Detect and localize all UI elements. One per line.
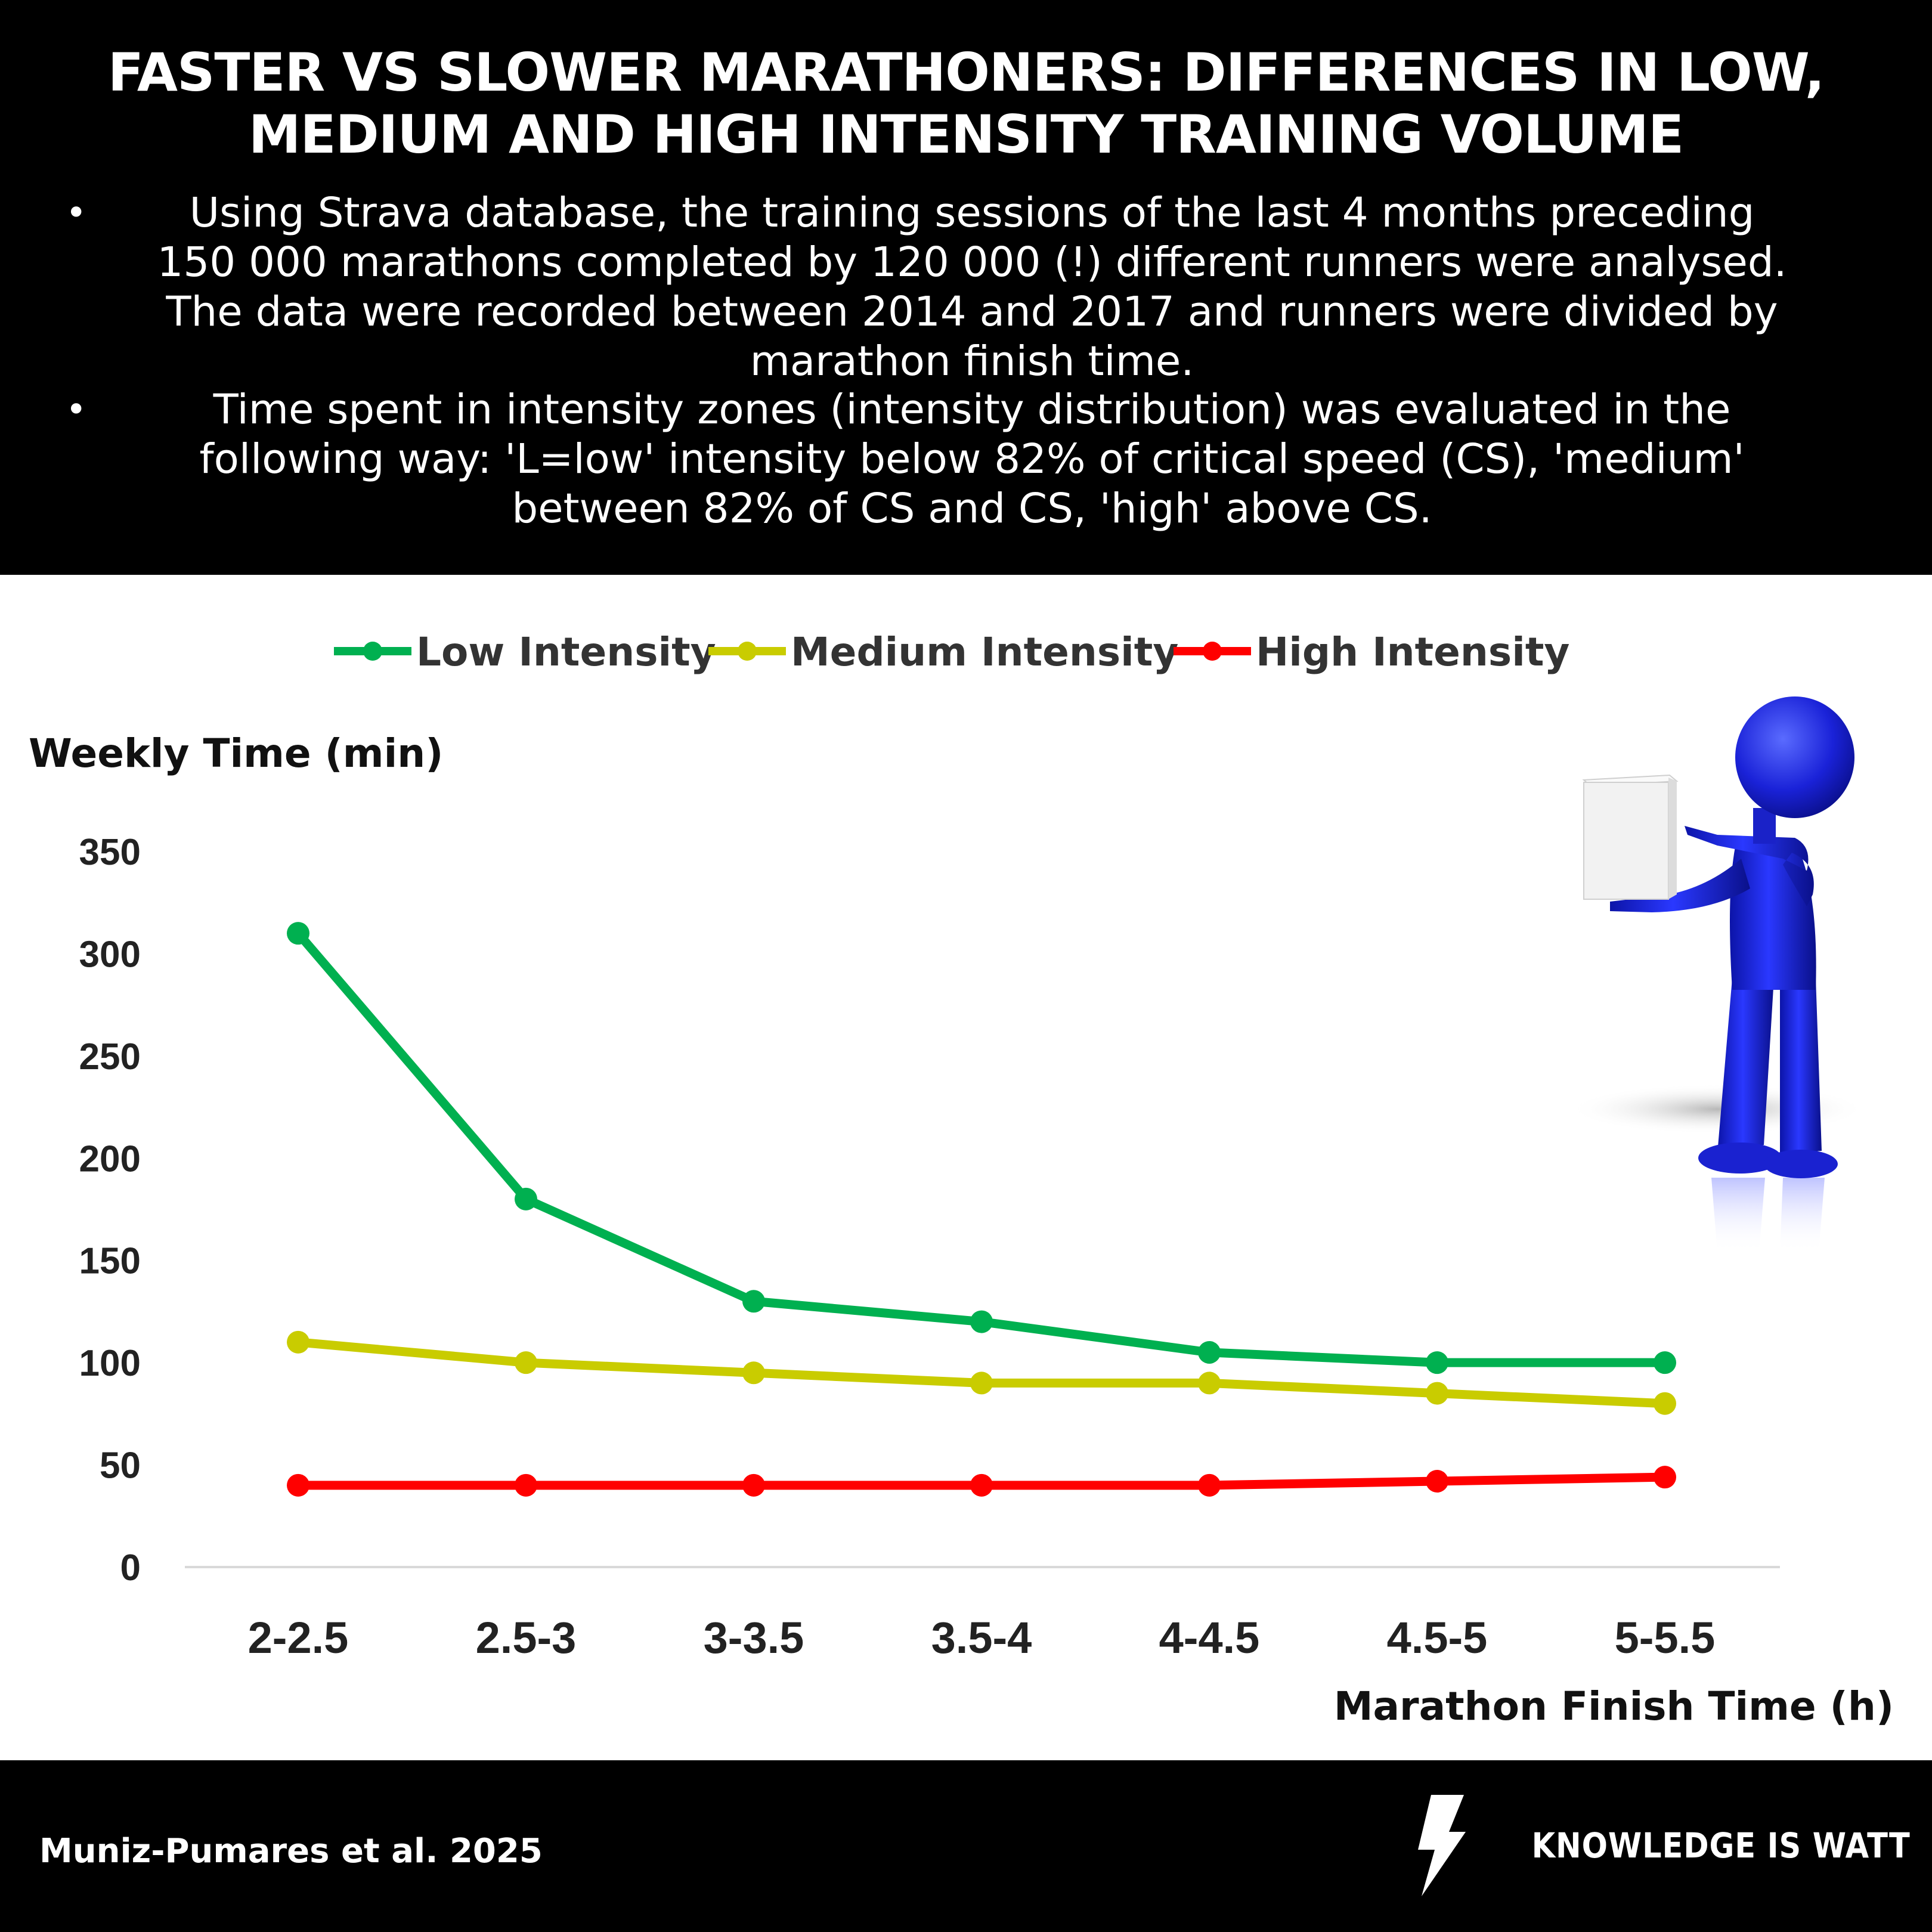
data-point	[1198, 1341, 1221, 1364]
figure-reflection	[1711, 1178, 1825, 1252]
data-point	[1198, 1473, 1221, 1497]
data-point	[1654, 1466, 1676, 1489]
bullet-line: Using Strava database, the training sess…	[189, 189, 1755, 237]
x-tick-label: 3.5-4	[931, 1613, 1032, 1662]
x-tick-label: 2.5-3	[476, 1613, 577, 1662]
data-point	[970, 1371, 993, 1395]
data-point	[1654, 1392, 1676, 1415]
bullet-study-description: • Using Strava database, the training se…	[66, 188, 1878, 386]
data-point	[742, 1361, 765, 1385]
title-line-2: MEDIUM AND HIGH INTENSITY TRAINING VOLUM…	[248, 104, 1684, 165]
page-title: FASTER VS SLOWER MARATHONERS: DIFFERENCE…	[36, 42, 1896, 166]
bullet-dot: •	[66, 389, 87, 431]
series-line	[293, 928, 1670, 1367]
data-point	[515, 1187, 537, 1210]
data-point	[515, 1351, 537, 1374]
data-point	[742, 1473, 765, 1497]
x-tick-label: 5-5.5	[1615, 1613, 1716, 1662]
y-tick-label: 200	[79, 1138, 141, 1179]
citation-text: Muniz-Pumares et al. 2025	[39, 1832, 543, 1871]
bullet-line: between 82% of CS and CS, 'high' above C…	[512, 485, 1432, 532]
legend-label: Low Intensity	[416, 629, 716, 675]
data-point	[1426, 1470, 1448, 1493]
data-point	[970, 1473, 993, 1497]
line-chart: Low Intensity Medium Intensity High Intens…	[29, 629, 1894, 1729]
data-point	[287, 1473, 309, 1497]
x-axis-ticks: 2-2.5 2.5-3 3-3.5 3.5-4 4-4.5 4.5-5 5-5.5	[248, 1613, 1716, 1662]
figure-torso	[1730, 838, 1816, 990]
bullet-line: 150 000 marathons completed by 120 000 (…	[157, 239, 1787, 286]
figure-shadow	[1568, 1084, 1866, 1134]
bullet-line: following way: 'L=low' intensity below 8…	[199, 435, 1745, 483]
title-line-1: FASTER VS SLOWER MARATHONERS: DIFFERENCE…	[107, 42, 1825, 103]
presenter-figure-illustration	[1568, 696, 1866, 1252]
data-point	[742, 1290, 765, 1313]
y-tick-label: 250	[79, 1036, 141, 1078]
series-medium-intensity	[287, 1330, 1676, 1415]
figure-leg-left	[1717, 978, 1774, 1154]
brand-logo: KNOWLEDGE IS WATT	[1413, 1795, 1911, 1896]
data-point	[287, 922, 309, 945]
y-axis-title: Weekly Time (min)	[29, 730, 443, 776]
data-point	[515, 1473, 537, 1497]
bullet-line: marathon finish time.	[750, 338, 1194, 385]
series-low-intensity	[287, 922, 1676, 1374]
legend-item: Low Intensity	[334, 629, 716, 675]
bullet-dot: •	[66, 192, 87, 234]
figure-head	[1735, 696, 1854, 818]
header-banner: FASTER VS SLOWER MARATHONERS: DIFFERENCE…	[0, 0, 1932, 575]
y-tick-label: 300	[79, 934, 141, 975]
y-tick-label: 350	[79, 832, 141, 873]
legend-swatch-marker	[1203, 642, 1222, 661]
figure-leg-right	[1780, 978, 1822, 1154]
x-tick-label: 2-2.5	[248, 1613, 349, 1662]
data-point	[1654, 1351, 1676, 1374]
x-axis-title: Marathon Finish Time (h)	[1334, 1683, 1894, 1729]
figure-foot-left	[1698, 1143, 1782, 1174]
legend-label: High Intensity	[1256, 629, 1569, 675]
figure-arm-right	[1685, 826, 1814, 906]
bullet-line: The data were recorded between 2014 and …	[166, 288, 1778, 336]
legend-label: Medium Intensity	[791, 629, 1178, 675]
bullet-line: Time spent in intensity zones (intensity…	[213, 386, 1731, 434]
legend-swatch-marker	[363, 642, 382, 661]
chart-legend: Low Intensity Medium Intensity High Intens…	[334, 629, 1569, 675]
legend-swatch-marker	[738, 642, 757, 661]
data-point	[1426, 1382, 1448, 1405]
y-tick-label: 100	[79, 1343, 141, 1384]
x-tick-label: 3-3.5	[704, 1613, 804, 1662]
figure-neck	[1753, 808, 1776, 844]
data-point	[287, 1330, 309, 1354]
figure-foot-right	[1764, 1150, 1838, 1178]
y-tick-label: 50	[100, 1445, 141, 1487]
y-tick-label: 150	[79, 1241, 141, 1282]
blank-box-prop	[1582, 774, 1679, 900]
brand-name: KNOWLEDGE IS WATT	[1531, 1825, 1911, 1866]
legend-item: High Intensity	[1174, 629, 1569, 675]
y-axis-ticks: 0 50 100 150 200 250 300 350	[79, 832, 141, 1589]
footer-banner: Muniz-Pumares et al. 2025 KNOWLEDGE IS W…	[0, 1760, 1932, 1932]
data-point	[1426, 1351, 1448, 1374]
x-tick-label: 4-4.5	[1159, 1613, 1260, 1662]
bullet-intensity-zones: • Time spent in intensity zones (intensi…	[66, 385, 1878, 534]
series-layer	[287, 922, 1676, 1497]
y-tick-label: 0	[120, 1547, 141, 1589]
series-high-intensity	[287, 1466, 1676, 1497]
data-point	[970, 1310, 993, 1333]
lightning-bolt-icon	[1418, 1795, 1466, 1896]
x-tick-label: 4.5-5	[1387, 1613, 1488, 1662]
legend-item: Medium Intensity	[708, 629, 1178, 675]
data-point	[1198, 1371, 1221, 1395]
